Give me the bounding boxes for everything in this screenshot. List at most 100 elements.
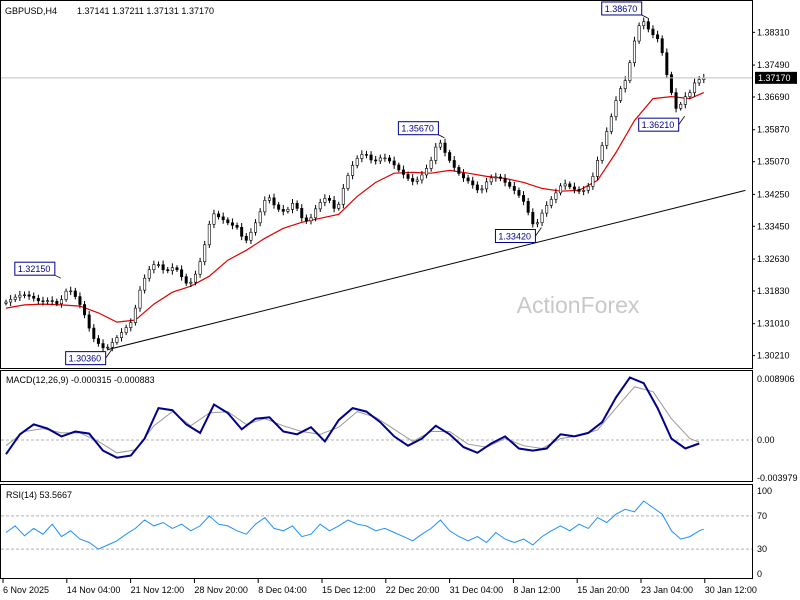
time-tick-label: 15 Dec 12:00 [322, 585, 376, 595]
candle-down [41, 300, 45, 302]
candle-up [415, 179, 419, 182]
candle-up [540, 212, 544, 224]
annotation-leader [678, 115, 686, 125]
candle-down [83, 304, 87, 316]
price-tick-label: 1.30210 [757, 351, 790, 361]
candle-up [489, 177, 493, 183]
candle-up [249, 231, 253, 241]
time-tick-label: 23 Jan 04:00 [641, 585, 693, 595]
price-tick-label: 1.32630 [757, 254, 790, 264]
candle-down [78, 296, 82, 305]
candle-down [221, 216, 225, 221]
candle-up [425, 168, 429, 176]
candle-up [549, 199, 553, 206]
candle-down [374, 159, 378, 162]
candle-up [605, 131, 609, 146]
candle-down [295, 203, 299, 209]
candle-down [101, 343, 105, 349]
candle-down [244, 235, 248, 241]
candle-up [619, 88, 623, 101]
macd-title: MACD(12,26,9) -0.000315 -0.000883 [6, 375, 155, 385]
candle-up [4, 301, 8, 304]
candle-up [291, 203, 295, 210]
candle-up [360, 154, 364, 159]
candle-down [161, 264, 165, 271]
time-tick-label: 22 Dec 20:00 [386, 585, 440, 595]
candle-up [693, 82, 697, 93]
candle-down [498, 176, 502, 179]
candle-up [688, 92, 692, 97]
candle-down [512, 186, 516, 191]
candle-up [383, 157, 387, 160]
current-price-label: 1.37170 [758, 73, 791, 83]
annotation-leader [105, 349, 112, 359]
candle-down [397, 164, 401, 171]
price-panel-frame [0, 0, 753, 369]
price-tick-label: 1.35070 [757, 157, 790, 167]
candle-up [207, 224, 211, 246]
candle-up [438, 142, 442, 148]
trendline-layer [107, 189, 746, 351]
rsi-line [5, 500, 704, 550]
candle-up [341, 188, 345, 205]
candle-down [466, 177, 470, 182]
price-tick-label: 1.34250 [757, 189, 790, 199]
time-tick-label: 8 Dec 04:00 [258, 585, 307, 595]
candle-up [346, 175, 350, 189]
candle-down [364, 154, 368, 156]
candle-up [628, 62, 632, 81]
candle-down [50, 300, 54, 302]
candle-down [281, 209, 285, 212]
annotation-leader [535, 227, 542, 237]
annotation-label: 1.30360 [69, 354, 102, 364]
candle-down [235, 225, 239, 228]
candle-up [212, 213, 216, 225]
rsi-panel-frame [0, 484, 753, 579]
price-tick-label: 1.33450 [757, 221, 790, 231]
annotation-leader [438, 134, 445, 139]
candle-down [669, 74, 673, 93]
candle-down [230, 222, 234, 226]
annotation-box [397, 121, 439, 136]
macd-layer: 0.008906 0.00 -0.003979 [1, 374, 798, 483]
candle-up [124, 327, 128, 333]
candle-up [314, 208, 318, 219]
candle-up [189, 281, 193, 284]
candle-up [485, 181, 489, 190]
candle-down [443, 142, 447, 153]
candle-up [133, 307, 137, 323]
candle-down [180, 269, 184, 277]
candle-down [568, 183, 572, 188]
chart-symbol: GBPUSD,H4 [5, 6, 57, 16]
candle-down [166, 269, 170, 272]
candle-down [327, 198, 331, 201]
annotation-label: 1.32150 [18, 264, 51, 274]
moving-average-line [5, 92, 705, 323]
candle-down [272, 197, 276, 206]
candle-down [471, 180, 475, 186]
candle-down [73, 290, 77, 297]
candle-up [129, 322, 133, 328]
price-tick-label: 1.31010 [757, 319, 790, 329]
candle-down [388, 157, 392, 162]
time-tick-label: 14 Nov 04:00 [67, 585, 121, 595]
candle-down [27, 294, 31, 297]
candle-up [286, 209, 290, 212]
candle-up [637, 25, 641, 42]
time-tick-label: 21 Nov 12:00 [131, 585, 185, 595]
candle-down [656, 34, 660, 40]
candle-down [217, 213, 221, 218]
candle-up [203, 244, 207, 263]
candle-down [475, 184, 479, 191]
candle-down [503, 178, 507, 183]
candle-up [642, 21, 646, 26]
candle-up [46, 300, 50, 302]
candle-down [461, 173, 465, 179]
annotation-leader [641, 14, 648, 19]
time-tick-label: 31 Dec 04:00 [450, 585, 504, 595]
candle-down [517, 190, 521, 196]
candle-up [115, 337, 119, 343]
candle-down [526, 201, 530, 213]
time-axis: 6 Nov 2025 14 Nov 04:00 21 Nov 12:00 28 Nov… [2, 579, 757, 595]
candle-up [22, 294, 26, 296]
